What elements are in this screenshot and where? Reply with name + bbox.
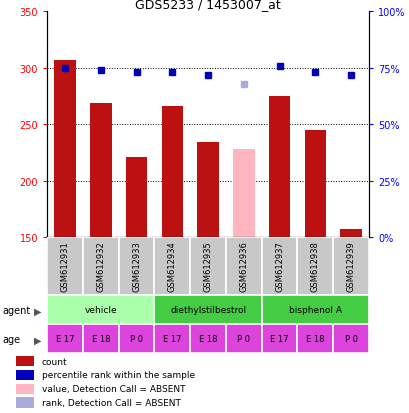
Bar	[90, 104, 111, 237]
Bar	[154, 237, 190, 295]
Bar	[16, 384, 34, 394]
Text: GSM612935: GSM612935	[203, 241, 212, 292]
Text: P 0: P 0	[344, 334, 357, 343]
Bar	[161, 107, 182, 237]
Text: bisphenol A: bisphenol A	[288, 305, 341, 314]
Bar	[54, 61, 76, 237]
Bar	[261, 324, 297, 353]
Text: GSM612936: GSM612936	[239, 241, 248, 292]
Bar	[83, 237, 118, 295]
Bar	[268, 97, 290, 237]
Bar	[126, 158, 147, 237]
Bar	[16, 370, 34, 380]
Bar	[154, 324, 190, 353]
Bar	[304, 131, 325, 237]
Text: GSM612934: GSM612934	[167, 241, 176, 292]
Text: vehicle: vehicle	[84, 305, 117, 314]
Bar	[225, 237, 261, 295]
Text: age: age	[2, 335, 20, 344]
Bar	[83, 324, 118, 353]
Bar	[261, 295, 368, 324]
Text: diethylstilbestrol: diethylstilbestrol	[170, 305, 245, 314]
Text: E 17: E 17	[163, 334, 181, 343]
Text: GSM612939: GSM612939	[346, 241, 355, 292]
Bar	[47, 324, 83, 353]
Bar	[47, 237, 83, 295]
Text: P 0: P 0	[237, 334, 250, 343]
Bar	[16, 397, 34, 408]
Bar	[225, 324, 261, 353]
Text: E 18: E 18	[198, 334, 217, 343]
Bar	[233, 150, 254, 237]
Bar	[118, 324, 154, 353]
Text: count: count	[42, 357, 67, 366]
Bar	[333, 324, 368, 353]
Bar	[118, 237, 154, 295]
Text: E 17: E 17	[270, 334, 288, 343]
Text: GSM612933: GSM612933	[132, 241, 141, 292]
Bar	[190, 324, 225, 353]
Text: E 18: E 18	[91, 334, 110, 343]
Text: percentile rank within the sample: percentile rank within the sample	[42, 370, 194, 380]
Bar	[333, 237, 368, 295]
Title: GDS5233 / 1453007_at: GDS5233 / 1453007_at	[135, 0, 280, 11]
Text: ▶: ▶	[34, 306, 41, 316]
Text: GSM612931: GSM612931	[61, 241, 70, 292]
Bar	[261, 237, 297, 295]
Bar	[297, 237, 333, 295]
Text: E 17: E 17	[56, 334, 74, 343]
Bar	[154, 295, 261, 324]
Text: GSM612937: GSM612937	[274, 241, 283, 292]
Bar	[297, 324, 333, 353]
Text: value, Detection Call = ABSENT: value, Detection Call = ABSENT	[42, 384, 185, 393]
Text: P 0: P 0	[130, 334, 143, 343]
Text: E 18: E 18	[306, 334, 324, 343]
Text: agent: agent	[2, 306, 30, 316]
Bar	[190, 237, 225, 295]
Text: GSM612932: GSM612932	[96, 241, 105, 292]
Text: ▶: ▶	[34, 335, 41, 344]
Bar	[16, 356, 34, 366]
Bar	[339, 230, 361, 237]
Bar	[197, 143, 218, 237]
Text: GSM612938: GSM612938	[310, 241, 319, 292]
Text: rank, Detection Call = ABSENT: rank, Detection Call = ABSENT	[42, 398, 180, 407]
Bar	[47, 295, 154, 324]
